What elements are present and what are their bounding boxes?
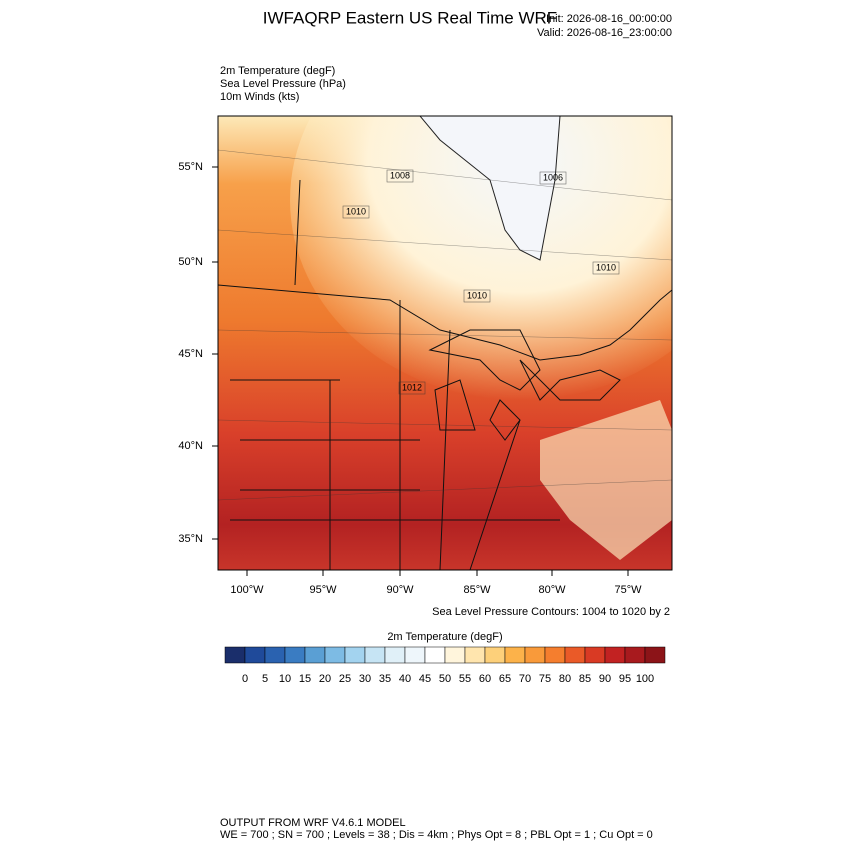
- colorbar-tick-label: 75: [539, 673, 551, 685]
- colorbar-title: 2m Temperature (degF): [387, 631, 502, 643]
- title: IWFAQRP Eastern US Real Time WRF: [263, 8, 557, 27]
- contour-note: Sea Level Pressure Contours: 1004 to 102…: [432, 606, 670, 618]
- lat-label: 35°N: [178, 533, 203, 545]
- lat-label: 55°N: [178, 161, 203, 173]
- contour-label: 1012: [402, 382, 422, 392]
- lon-label: 80°W: [538, 584, 566, 596]
- lon-label: 100°W: [230, 584, 264, 596]
- contour-label: 1010: [596, 262, 616, 272]
- lon-label: 90°W: [386, 584, 414, 596]
- colorbar-tick-label: 55: [459, 673, 471, 685]
- valid-time: Valid: 2026-08-16_23:00:00: [537, 27, 672, 39]
- contour-label-box: [539, 171, 567, 185]
- lat-label: 40°N: [178, 440, 203, 452]
- colorbar-tick-label: 60: [479, 673, 491, 685]
- colorbar-box: [404, 646, 426, 664]
- colorbar-box: [504, 646, 526, 664]
- colorbar-tick-label: 15: [299, 673, 311, 685]
- colorbar-box: [484, 646, 506, 664]
- contour-label-box: [463, 289, 491, 303]
- map-frame: [217, 115, 673, 571]
- contour-label: 1008: [390, 170, 410, 180]
- lon-label: 75°W: [614, 584, 642, 596]
- contour-label-box: [592, 261, 620, 275]
- colorbar-tick-label: 95: [619, 673, 631, 685]
- colorbar-box: [624, 646, 646, 664]
- init-time: Init: 2026-08-16_00:00:00: [546, 13, 672, 25]
- colorbar-box: [284, 646, 306, 664]
- colorbar-box: [384, 646, 406, 664]
- colorbar-tick-label: 0: [242, 673, 248, 685]
- colorbar-tick-label: 70: [519, 673, 531, 685]
- colorbar-tick-label: 5: [262, 673, 268, 685]
- colorbar-tick-label: 50: [439, 673, 451, 685]
- colorbar-box: [344, 646, 366, 664]
- contour-label: 1010: [346, 206, 366, 216]
- contour-label-box: [386, 169, 414, 183]
- field-label: 10m Winds (kts): [220, 91, 299, 103]
- colorbar-box: [544, 646, 566, 664]
- colorbar-box: [324, 646, 346, 664]
- colorbar-box: [364, 646, 386, 664]
- footer-line: WE = 700 ; SN = 700 ; Levels = 38 ; Dis …: [220, 829, 653, 841]
- contour-label-box: [342, 205, 370, 219]
- lon-label: 85°W: [463, 584, 491, 596]
- colorbar-tick-label: 30: [359, 673, 371, 685]
- colorbar-box: [264, 646, 286, 664]
- colorbar-tick-label: 65: [499, 673, 511, 685]
- footer-line: OUTPUT FROM WRF V4.6.1 MODEL: [220, 817, 406, 829]
- colorbar-box: [524, 646, 546, 664]
- contour-label: 1006: [543, 172, 563, 182]
- contour-label-box: [398, 381, 426, 395]
- colorbar-tick-label: 40: [399, 673, 411, 685]
- colorbar-box: [244, 646, 266, 664]
- colorbar-box: [304, 646, 326, 664]
- contour-label: 1010: [467, 290, 487, 300]
- colorbar-tick-label: 35: [379, 673, 391, 685]
- lat-label: 50°N: [178, 256, 203, 268]
- colorbar-tick-label: 90: [599, 673, 611, 685]
- colorbar-box: [464, 646, 486, 664]
- colorbar-box: [224, 646, 246, 664]
- colorbar-box: [604, 646, 626, 664]
- colorbar-tick-label: 45: [419, 673, 431, 685]
- colorbar-box: [584, 646, 606, 664]
- lon-label: 95°W: [309, 584, 337, 596]
- colorbar-tick-label: 20: [319, 673, 331, 685]
- colorbar-tick-label: 100: [636, 673, 654, 685]
- colorbar-box: [644, 646, 666, 664]
- colorbar-box: [424, 646, 446, 664]
- map: [218, 116, 672, 570]
- field-label: Sea Level Pressure (hPa): [220, 78, 346, 90]
- colorbar-box: [564, 646, 586, 664]
- colorbar-tick-label: 80: [559, 673, 571, 685]
- colorbar-tick-label: 85: [579, 673, 591, 685]
- field-label: 2m Temperature (degF): [220, 65, 335, 77]
- colorbar-box: [444, 646, 466, 664]
- colorbar-tick-label: 25: [339, 673, 351, 685]
- colorbar-tick-label: 10: [279, 673, 291, 685]
- lat-label: 45°N: [178, 348, 203, 360]
